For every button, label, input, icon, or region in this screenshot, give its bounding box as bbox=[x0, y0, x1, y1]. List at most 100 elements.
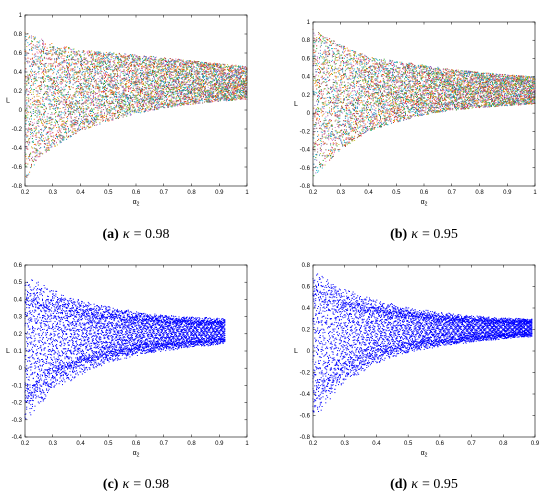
data-point bbox=[81, 69, 83, 71]
data-point bbox=[101, 104, 103, 106]
data-point bbox=[57, 131, 59, 133]
data-point bbox=[85, 99, 87, 101]
data-point bbox=[38, 111, 40, 113]
data-point bbox=[111, 102, 113, 104]
data-point bbox=[64, 122, 66, 123]
data-point bbox=[101, 107, 103, 108]
data-point bbox=[57, 66, 59, 67]
data-point bbox=[42, 103, 44, 105]
data-point bbox=[34, 160, 36, 161]
data-point bbox=[150, 103, 152, 105]
data-point bbox=[72, 122, 74, 124]
data-point bbox=[59, 50, 61, 52]
data-point bbox=[137, 74, 139, 76]
data-point bbox=[147, 81, 149, 83]
data-point bbox=[115, 98, 117, 100]
data-point bbox=[165, 68, 167, 70]
data-point bbox=[147, 87, 149, 89]
data-point bbox=[94, 70, 96, 72]
data-point bbox=[45, 126, 47, 128]
data-point bbox=[177, 83, 179, 85]
data-point bbox=[28, 57, 30, 59]
data-point bbox=[151, 103, 153, 105]
data-point bbox=[83, 108, 85, 110]
data-point bbox=[126, 94, 128, 96]
data-point bbox=[28, 77, 30, 79]
data-point bbox=[160, 102, 162, 104]
data-point bbox=[151, 82, 153, 84]
data-point bbox=[29, 123, 31, 125]
data-point bbox=[44, 43, 46, 45]
data-point bbox=[175, 79, 177, 81]
data-point bbox=[105, 52, 107, 53]
data-point bbox=[32, 82, 34, 84]
data-point bbox=[113, 92, 115, 94]
data-point bbox=[69, 129, 71, 131]
data-point bbox=[43, 124, 44, 126]
data-point bbox=[34, 77, 36, 79]
data-point bbox=[71, 121, 73, 123]
data-point bbox=[149, 63, 151, 65]
data-point bbox=[66, 64, 68, 66]
data-point bbox=[26, 102, 28, 104]
data-point bbox=[109, 103, 111, 104]
data-point bbox=[48, 87, 50, 89]
data-point bbox=[48, 148, 50, 150]
data-point bbox=[118, 67, 120, 69]
data-point bbox=[129, 114, 131, 116]
data-point bbox=[176, 82, 178, 84]
data-point bbox=[117, 82, 119, 84]
data-point bbox=[84, 74, 86, 76]
data-point bbox=[73, 72, 75, 74]
data-point bbox=[27, 111, 29, 113]
data-point bbox=[146, 80, 148, 82]
data-point bbox=[55, 112, 56, 114]
data-point bbox=[167, 106, 169, 108]
data-point bbox=[139, 105, 141, 107]
data-point bbox=[129, 102, 130, 104]
data-point bbox=[92, 85, 94, 87]
data-point bbox=[125, 58, 127, 60]
data-point bbox=[156, 97, 158, 98]
data-point bbox=[122, 78, 124, 80]
data-point bbox=[139, 68, 141, 70]
data-point bbox=[105, 71, 107, 73]
data-point bbox=[126, 106, 128, 108]
data-point bbox=[50, 64, 52, 66]
data-point bbox=[162, 103, 164, 105]
data-point bbox=[163, 92, 165, 94]
data-point bbox=[99, 66, 101, 68]
data-point bbox=[141, 87, 143, 89]
data-point bbox=[121, 99, 123, 101]
data-point bbox=[74, 102, 76, 104]
data-point bbox=[126, 94, 128, 95]
data-point bbox=[93, 75, 95, 77]
data-point bbox=[149, 79, 151, 81]
data-point bbox=[57, 103, 59, 105]
data-point bbox=[141, 105, 143, 107]
data-point bbox=[33, 99, 35, 101]
data-point bbox=[115, 56, 117, 57]
data-point bbox=[104, 98, 105, 100]
data-point bbox=[41, 54, 43, 56]
data-point bbox=[51, 94, 53, 96]
data-point bbox=[125, 87, 127, 89]
data-point bbox=[154, 81, 156, 83]
data-point bbox=[55, 85, 56, 87]
data-point bbox=[93, 119, 95, 121]
data-point bbox=[168, 62, 170, 64]
data-point bbox=[73, 123, 75, 125]
data-point bbox=[38, 57, 40, 59]
data-point bbox=[45, 52, 47, 54]
data-point bbox=[119, 106, 121, 108]
data-point bbox=[57, 88, 59, 90]
data-point bbox=[118, 63, 120, 65]
data-point bbox=[96, 88, 98, 89]
data-point bbox=[34, 135, 36, 137]
data-point bbox=[39, 117, 41, 119]
data-point bbox=[161, 85, 163, 86]
data-point bbox=[163, 73, 165, 75]
data-point bbox=[30, 131, 32, 133]
data-point bbox=[50, 75, 52, 77]
data-point bbox=[41, 83, 43, 85]
